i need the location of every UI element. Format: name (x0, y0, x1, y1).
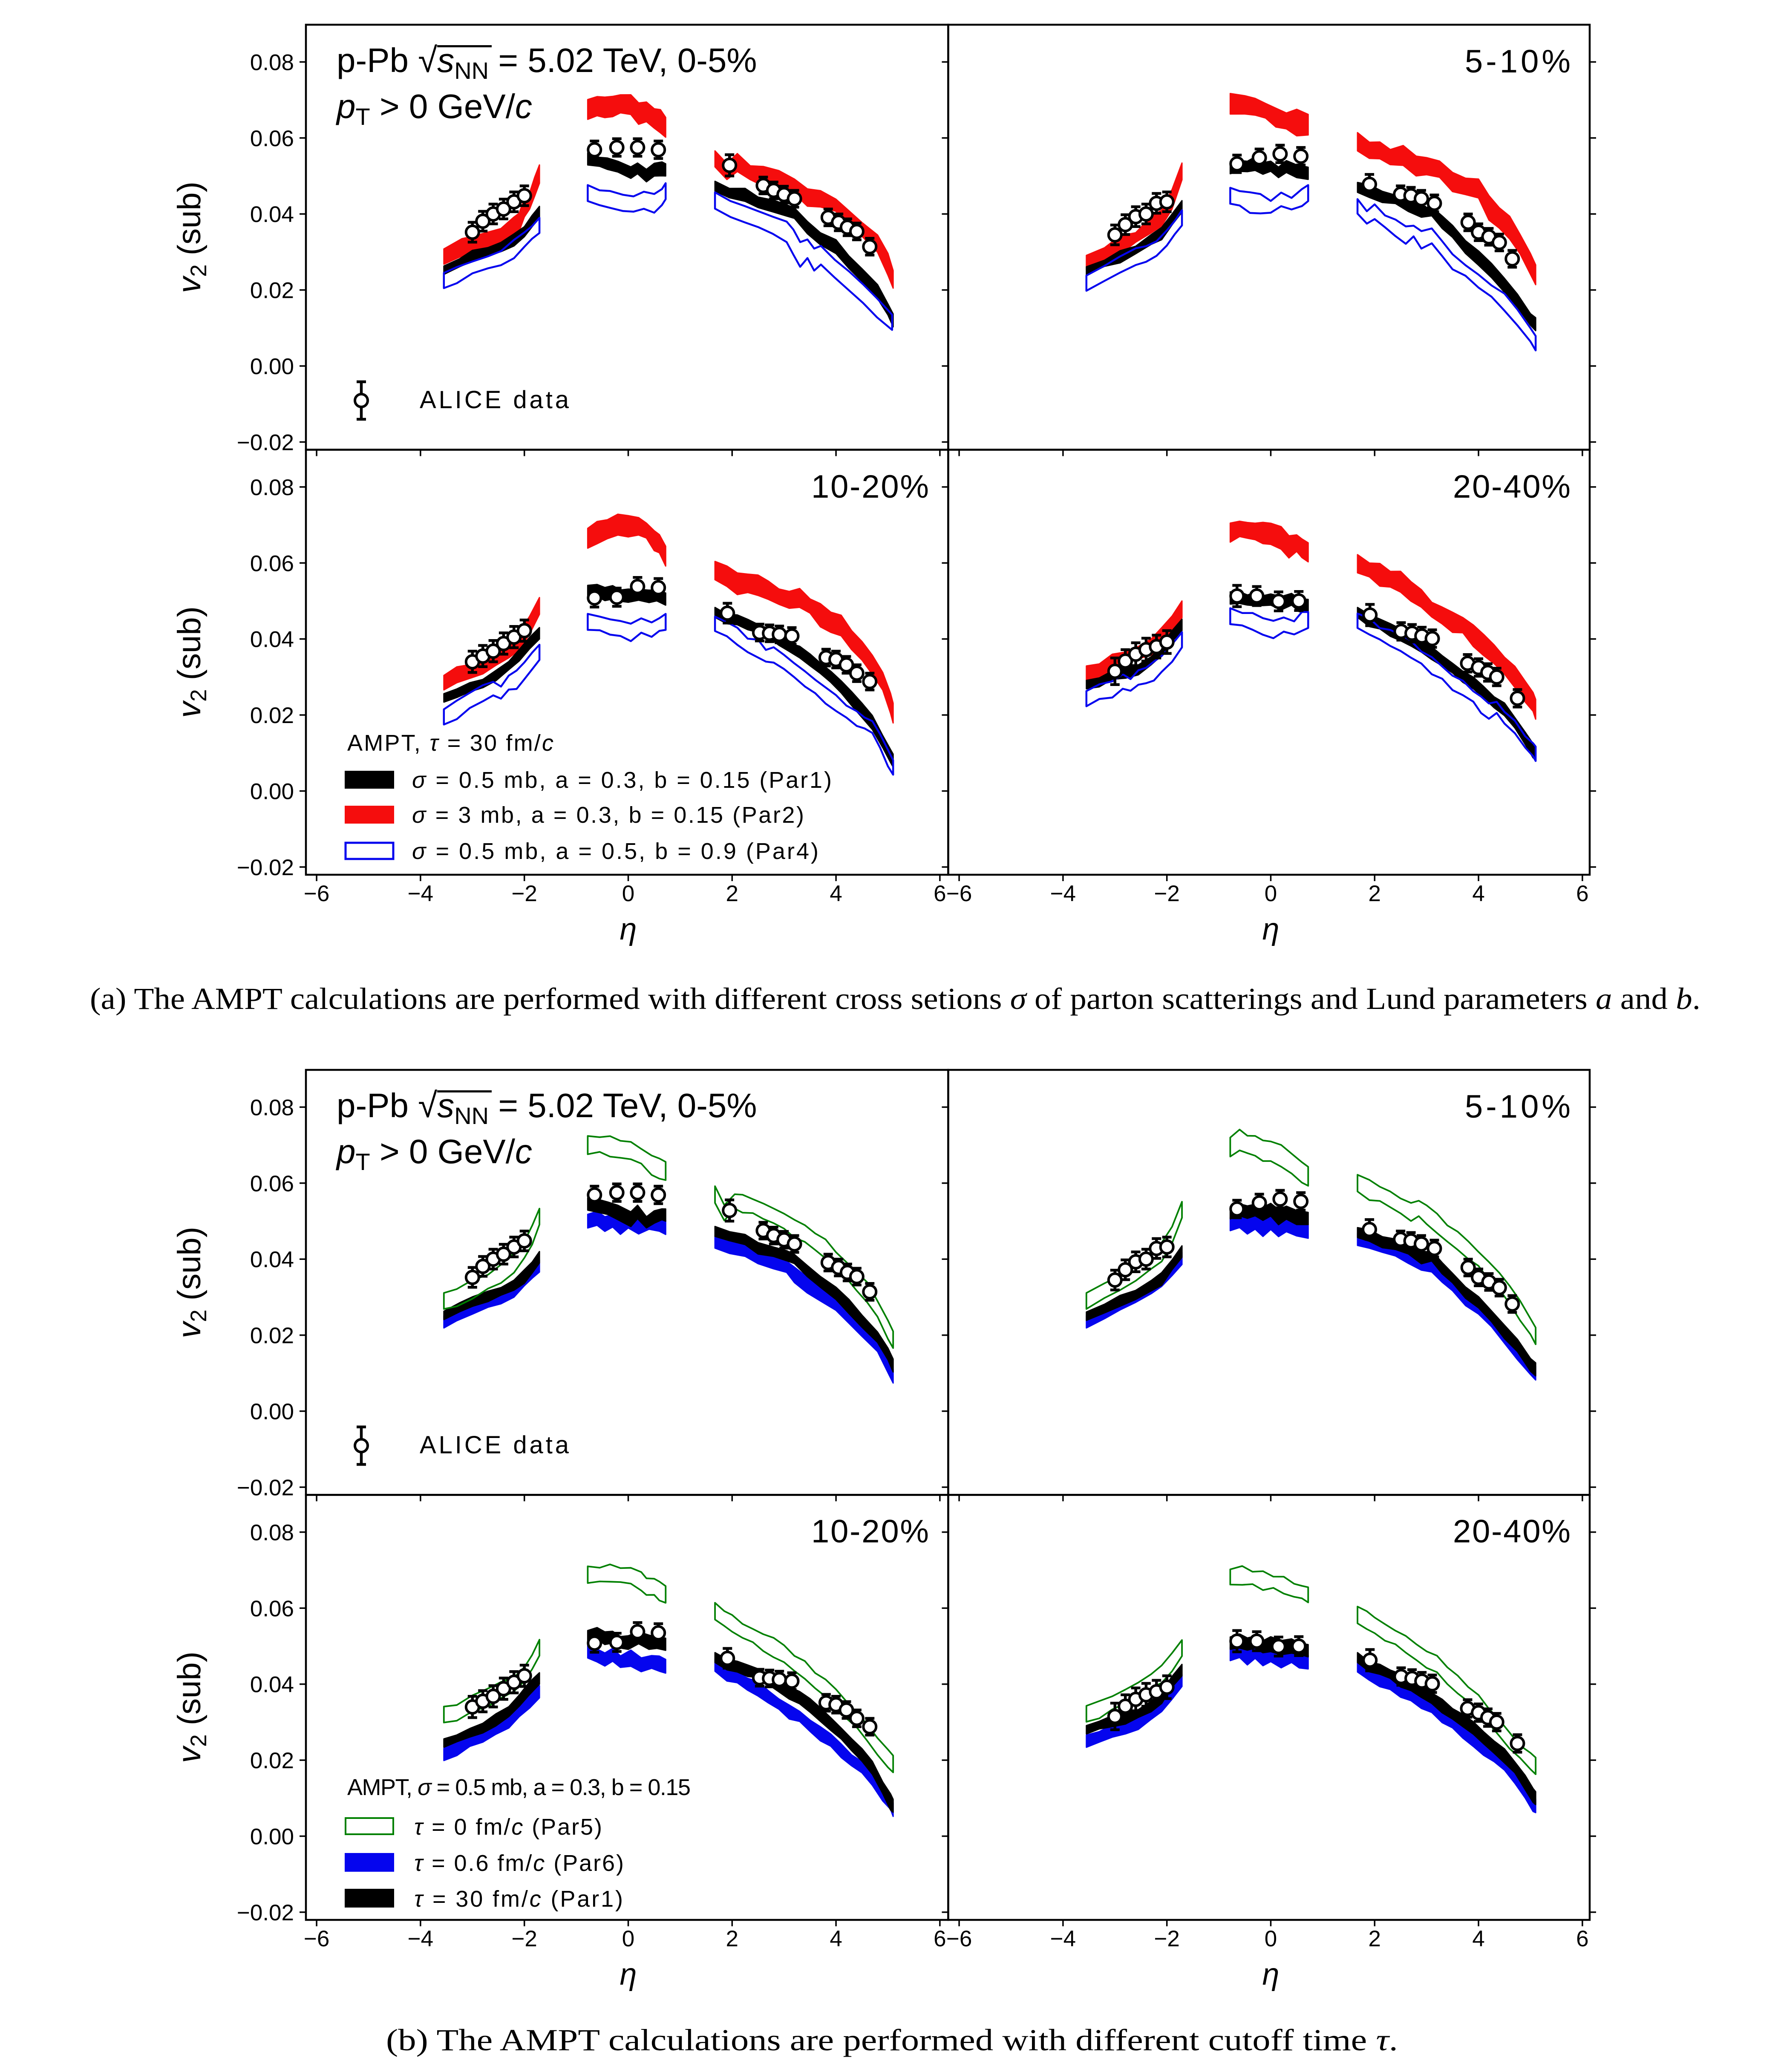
svg-text:p-Pb √sNN = 5.02 TeV, 0-5%: p-Pb √sNN = 5.02 TeV, 0-5% (337, 41, 757, 84)
svg-text:−0.02: −0.02 (237, 855, 294, 880)
svg-text:τ = 30 fm/c (Par1): τ = 30 fm/c (Par1) (414, 1886, 623, 1912)
svg-text:4: 4 (1472, 881, 1484, 906)
svg-text:−4: −4 (408, 881, 433, 906)
svg-text:σ = 3 mb, a = 0.3, b = 0.15 (P: σ = 3 mb, a = 0.3, b = 0.15 (Par2) (412, 802, 804, 828)
svg-text:0.08: 0.08 (250, 50, 294, 75)
svg-text:−2: −2 (1154, 1926, 1179, 1951)
svg-text:6: 6 (1576, 881, 1588, 906)
svg-text:−6: −6 (946, 1926, 972, 1951)
svg-text:0.06: 0.06 (250, 126, 294, 151)
svg-text:pT > 0 GeV/c: pT > 0 GeV/c (336, 1133, 532, 1175)
svg-text:p-Pb √sNN = 5.02 TeV, 0-5%: p-Pb √sNN = 5.02 TeV, 0-5% (337, 1086, 757, 1129)
svg-text:−2: −2 (511, 881, 537, 906)
svg-text:−2: −2 (511, 1926, 537, 1951)
svg-text:0.00: 0.00 (250, 1399, 294, 1424)
svg-text:20-40%: 20-40% (1453, 469, 1571, 505)
svg-text:AMPT, σ = 0.5 mb, a = 0.3, b =: AMPT, σ = 0.5 mb, a = 0.3, b = 0.15 (347, 1775, 691, 1800)
svg-text:−6: −6 (304, 881, 329, 906)
svg-text:0: 0 (1265, 1926, 1277, 1951)
svg-text:−4: −4 (1050, 881, 1076, 906)
svg-text:2: 2 (726, 881, 738, 906)
svg-text:η: η (1262, 1957, 1279, 1991)
svg-text:0: 0 (1265, 881, 1277, 906)
svg-text:0.04: 0.04 (250, 627, 294, 652)
svg-text:v2 (sub): v2 (sub) (171, 182, 211, 293)
svg-text:η: η (620, 1957, 637, 1991)
svg-text:AMPT, τ = 30 fm/c: AMPT, τ = 30 fm/c (347, 730, 553, 756)
svg-text:0.06: 0.06 (250, 1171, 294, 1196)
svg-text:(a) The AMPT calculations are: (a) The AMPT calculations are performed … (90, 982, 1700, 1016)
svg-text:σ = 0.5 mb, a = 0.3, b = 0.15: σ = 0.5 mb, a = 0.3, b = 0.15 (Par1) (412, 767, 832, 793)
svg-text:0.08: 0.08 (250, 475, 294, 500)
svg-text:τ = 0.6 fm/c (Par6): τ = 0.6 fm/c (Par6) (414, 1850, 624, 1876)
svg-text:−0.02: −0.02 (237, 430, 294, 455)
svg-text:2: 2 (1369, 881, 1381, 906)
svg-text:ALICE data: ALICE data (420, 386, 569, 414)
svg-text:0.06: 0.06 (250, 551, 294, 576)
svg-text:η: η (620, 912, 637, 946)
svg-text:0.00: 0.00 (250, 779, 294, 804)
svg-text:4: 4 (830, 1926, 842, 1951)
svg-text:−2: −2 (1154, 881, 1179, 906)
svg-text:τ = 0 fm/c (Par5): τ = 0 fm/c (Par5) (414, 1814, 602, 1840)
svg-text:6: 6 (934, 881, 946, 906)
svg-text:η: η (1262, 912, 1279, 946)
svg-text:20-40%: 20-40% (1453, 1513, 1571, 1550)
svg-text:0.00: 0.00 (250, 354, 294, 379)
svg-text:10-20%: 10-20% (811, 469, 929, 505)
svg-text:−4: −4 (408, 1926, 433, 1951)
svg-text:0.04: 0.04 (250, 1247, 294, 1272)
svg-text:4: 4 (830, 881, 842, 906)
svg-text:0.04: 0.04 (250, 202, 294, 227)
svg-text:−6: −6 (304, 1926, 329, 1951)
svg-text:6: 6 (934, 1926, 946, 1951)
svg-text:0.02: 0.02 (250, 703, 294, 728)
svg-text:−4: −4 (1050, 1926, 1076, 1951)
svg-text:5-10%: 5-10% (1465, 1089, 1571, 1125)
svg-text:0.04: 0.04 (250, 1672, 294, 1697)
svg-text:v2 (sub): v2 (sub) (171, 1227, 211, 1338)
svg-text:(b) The AMPT calculations are: (b) The AMPT calculations are performed … (386, 2023, 1398, 2057)
svg-text:−0.02: −0.02 (237, 1900, 294, 1925)
svg-text:6: 6 (1576, 1926, 1588, 1951)
svg-text:0: 0 (622, 1926, 634, 1951)
svg-text:0.02: 0.02 (250, 1748, 294, 1773)
svg-text:0.08: 0.08 (250, 1095, 294, 1120)
svg-text:0.00: 0.00 (250, 1824, 294, 1850)
svg-text:0.02: 0.02 (250, 1323, 294, 1349)
svg-text:5-10%: 5-10% (1465, 43, 1571, 80)
svg-text:2: 2 (1369, 1926, 1381, 1951)
svg-text:−0.02: −0.02 (237, 1475, 294, 1500)
svg-text:10-20%: 10-20% (811, 1513, 929, 1550)
svg-text:0: 0 (622, 881, 634, 906)
svg-text:2: 2 (726, 1926, 738, 1951)
svg-text:ALICE data: ALICE data (420, 1431, 569, 1459)
svg-text:0.08: 0.08 (250, 1520, 294, 1545)
svg-text:v2 (sub): v2 (sub) (171, 606, 211, 718)
svg-text:0.02: 0.02 (250, 278, 294, 303)
svg-text:4: 4 (1472, 1926, 1484, 1951)
svg-text:0.06: 0.06 (250, 1596, 294, 1621)
svg-text:pT > 0 GeV/c: pT > 0 GeV/c (336, 87, 532, 130)
svg-text:v2 (sub): v2 (sub) (171, 1651, 211, 1763)
svg-text:−6: −6 (946, 881, 972, 906)
